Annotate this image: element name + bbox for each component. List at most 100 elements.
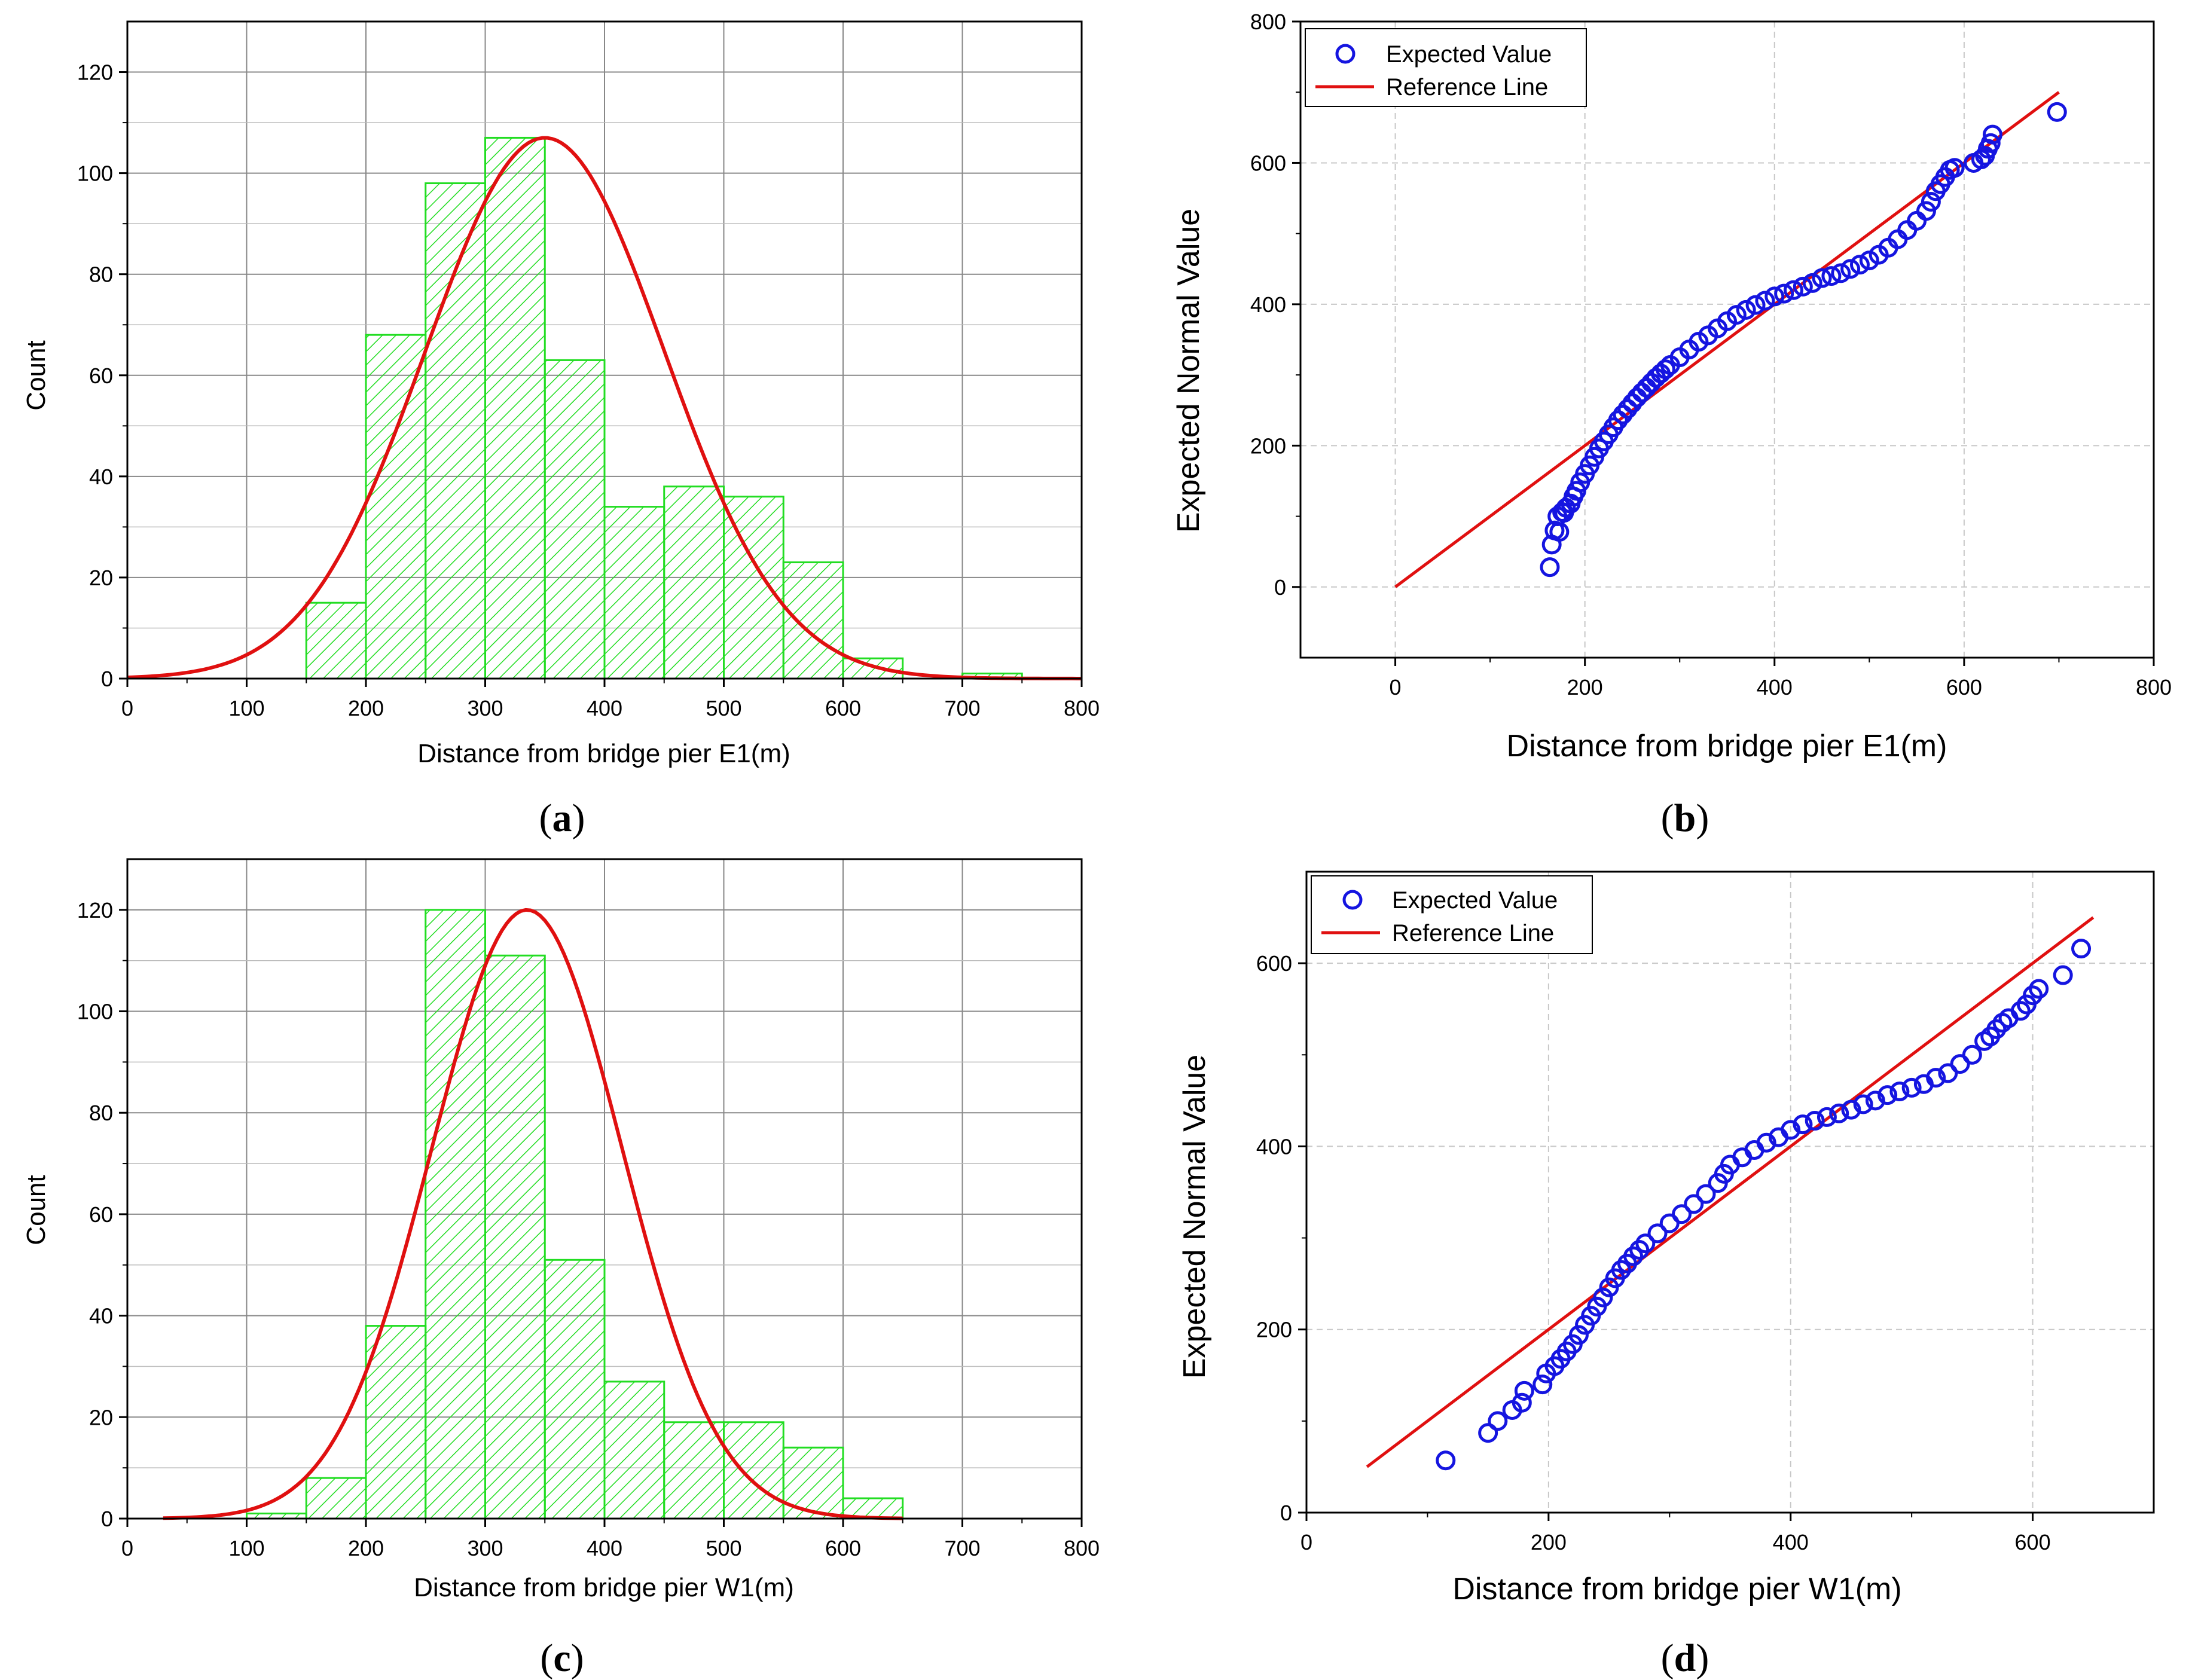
expected-value-point xyxy=(1793,1114,1813,1135)
y-tick-label: 60 xyxy=(89,364,113,388)
legend: Expected Value Reference Line xyxy=(1305,28,1587,107)
x-tick-label: 0 xyxy=(1390,675,1402,700)
y-axis-ticks: 0 20 40 60 80 100 120 xyxy=(77,898,127,1531)
histogram-bar xyxy=(305,1477,367,1520)
svg-text:(c): (c) xyxy=(540,1636,584,1680)
histogram-bars xyxy=(246,909,904,1520)
expected-value-point xyxy=(1478,1423,1498,1443)
expected-value-point xyxy=(1532,1374,1553,1395)
histogram-bar xyxy=(425,182,486,680)
histogram-bar xyxy=(782,1446,844,1520)
histogram-bar xyxy=(663,485,725,680)
x-tick-label: 400 xyxy=(587,696,622,720)
histogram-bars xyxy=(305,136,1023,680)
expected-value-point xyxy=(1916,201,1936,221)
expected-value-point xyxy=(1793,276,1813,297)
expected-value-point xyxy=(2071,939,2092,959)
expected-value-point xyxy=(1783,280,1803,300)
expected-value-point xyxy=(1774,283,1794,304)
legend-expected-value: Expected Value xyxy=(1386,41,1552,68)
x-axis-ticks: 0 200 400 600 800 xyxy=(1390,658,2172,700)
panel-label-a-letter: a xyxy=(552,796,572,840)
svg-text:(a): (a) xyxy=(539,796,585,840)
expected-value-point xyxy=(2023,985,2043,1006)
y-axis-ticks: 0 200 400 600 800 xyxy=(1250,10,1300,600)
x-axis-label: Distance from bridge pier W1(m) xyxy=(1452,1572,1901,1606)
y-tick-label: 20 xyxy=(89,1405,113,1429)
y-tick-label: 0 xyxy=(101,667,113,691)
panel-label-c-letter: c xyxy=(553,1636,570,1680)
y-axis-label: Count xyxy=(22,1175,51,1245)
expected-value-point xyxy=(2010,1001,2031,1021)
expected-value-point xyxy=(1907,210,1927,231)
expected-value-point xyxy=(1726,305,1747,325)
expected-value-points xyxy=(1436,939,2092,1471)
x-tick-label: 300 xyxy=(467,696,503,720)
histogram-panel-w1: 0 100 200 300 400 500 600 700 800 0 20 40 60 80 100 12… xyxy=(22,858,1100,1602)
expected-value-point xyxy=(1568,1325,1589,1345)
expected-value-point xyxy=(1632,383,1652,403)
x-tick-label: 800 xyxy=(2136,675,2172,700)
plot-frame xyxy=(1299,20,2155,659)
x-tick-label: 0 xyxy=(1300,1530,1312,1554)
expected-value-point xyxy=(1962,1044,1982,1065)
expected-value-point xyxy=(1755,291,1775,311)
expected-value-point xyxy=(1865,1091,1885,1111)
x-tick-label: 200 xyxy=(1567,675,1603,700)
y-tick-label: 200 xyxy=(1250,433,1286,458)
expected-value-point xyxy=(1659,1213,1680,1233)
expected-value-point xyxy=(1608,410,1628,430)
histogram-bar xyxy=(603,1380,665,1520)
y-tick-label: 80 xyxy=(89,262,113,287)
histogram-bar xyxy=(425,909,486,1520)
legend-expected-value: Expected Value xyxy=(1392,887,1558,914)
expected-value-point xyxy=(1512,1392,1532,1413)
expected-value-point xyxy=(1781,1120,1801,1140)
expected-value-point xyxy=(1637,377,1657,398)
x-tick-label: 400 xyxy=(1757,675,1793,700)
x-tick-label: 700 xyxy=(944,696,980,720)
legend-reference-line: Reference Line xyxy=(1392,920,1554,946)
x-tick-label: 600 xyxy=(825,696,861,720)
x-axis-label: Distance from bridge pier E1(m) xyxy=(417,739,790,768)
histogram-bar xyxy=(663,1421,725,1520)
expected-value-point xyxy=(1853,1094,1873,1114)
expected-value-point xyxy=(1436,1450,1456,1471)
normal-fit-line xyxy=(127,136,1082,680)
expected-value-point xyxy=(1829,1103,1849,1123)
panel-label-b: (b) xyxy=(1661,796,1709,840)
expected-value-point xyxy=(1944,158,1965,178)
expected-value-point xyxy=(1950,1054,1970,1074)
expected-value-point xyxy=(1849,255,1870,275)
legend-box xyxy=(1305,28,1587,107)
histogram-bar xyxy=(544,359,606,680)
legend-marker-icon xyxy=(1342,890,1363,910)
histogram-bar xyxy=(305,601,367,680)
normal-fit-curve xyxy=(163,908,903,1520)
expected-value-point xyxy=(2053,965,2073,985)
expected-value-point xyxy=(1980,133,2001,153)
expected-value-point xyxy=(1841,1099,1861,1120)
x-tick-label: 0 xyxy=(121,696,133,720)
expected-value-point xyxy=(1745,295,1766,315)
x-axis-ticks: 0 100 200 300 400 500 600 700 800 xyxy=(121,1519,1100,1560)
x-tick-label: 800 xyxy=(1064,696,1100,720)
legend: Expected Value Reference Line xyxy=(1311,875,1593,954)
x-tick-label: 600 xyxy=(2015,1530,2051,1554)
x-axis-ticks: 0 100 200 300 400 500 600 700 800 xyxy=(121,679,1100,720)
expected-value-point xyxy=(1982,124,2002,145)
x-tick-label: 400 xyxy=(587,1536,622,1560)
y-tick-label: 120 xyxy=(77,60,113,85)
legend-box xyxy=(1311,875,1593,954)
y-tick-label: 400 xyxy=(1256,1134,1292,1159)
histogram-bar xyxy=(603,506,665,680)
reference-line xyxy=(1394,91,2060,588)
y-tick-label: 20 xyxy=(89,566,113,590)
expected-value-points xyxy=(1540,102,2067,578)
histogram-bar xyxy=(365,334,427,680)
svg-text:(d): (d) xyxy=(1661,1636,1709,1680)
plot-frame xyxy=(1305,870,2155,1514)
normal-fit-line xyxy=(163,908,903,1520)
expected-value-point xyxy=(1840,259,1861,279)
expected-value-point xyxy=(1696,1184,1716,1204)
